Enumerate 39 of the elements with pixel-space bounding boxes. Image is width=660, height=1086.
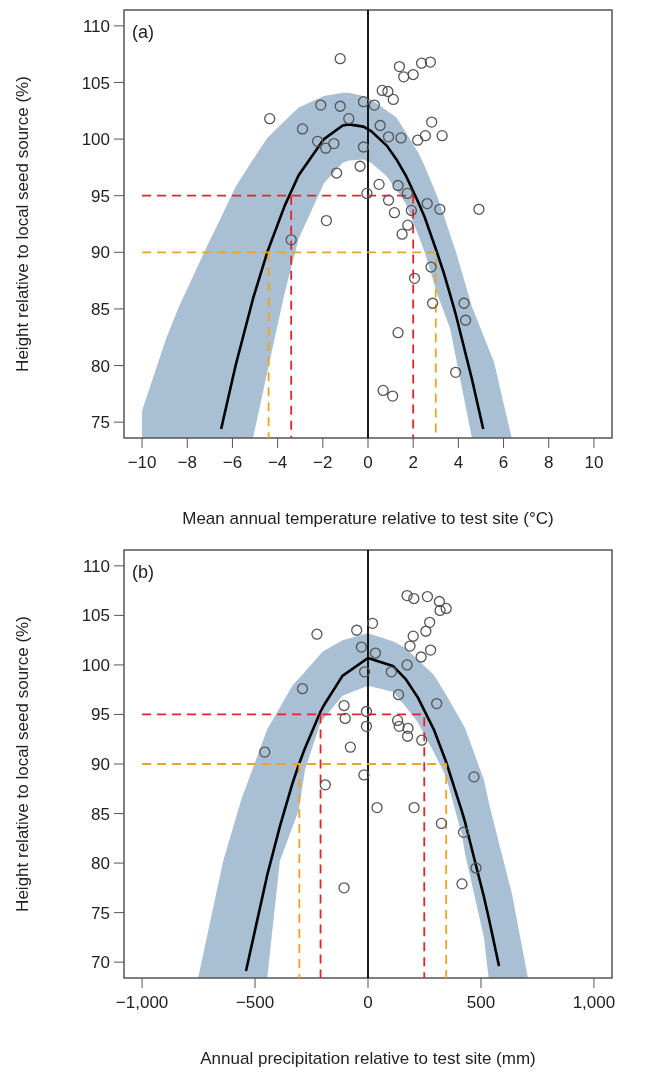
x-tick-label: 0 (363, 993, 373, 1013)
x-axis-title: Mean annual temperature relative to test site (°C) (182, 509, 554, 528)
x-axis-title: Annual precipitation relative to test site (mm) (200, 1049, 536, 1068)
x-tick-label: 500 (466, 993, 496, 1013)
x-tick-label: 1,000 (572, 993, 616, 1013)
y-tick-label: 105 (81, 73, 110, 93)
x-tick-label: 10 (584, 453, 604, 473)
y-tick-label: 85 (91, 804, 110, 824)
x-tick-label: 6 (498, 453, 509, 473)
annotation: (a) (132, 22, 154, 43)
y-tick-label: 90 (91, 755, 110, 775)
x-tick-label: −2 (313, 453, 333, 473)
annotation: (b) (132, 562, 154, 583)
y-tick-label: 100 (81, 130, 110, 150)
x-tick-label: 0 (363, 453, 373, 473)
y-axis-title: Height relative to local seed source (%) (13, 76, 33, 372)
y-tick-label: 95 (91, 186, 110, 206)
x-tick-label: −500 (235, 993, 275, 1013)
y-tick-label: 70 (91, 953, 110, 973)
y-tick-label: 75 (91, 413, 110, 433)
y-tick-label: 90 (91, 243, 110, 263)
y-tick-label: 110 (82, 16, 110, 36)
y-tick-label: 100 (81, 655, 110, 675)
x-tick-label: −10 (127, 453, 157, 473)
y-tick-label: 95 (91, 705, 110, 725)
y-tick-label: 80 (91, 356, 110, 376)
x-tick-label: −8 (177, 453, 197, 473)
y-axis-title: Height relative to local seed source (%) (13, 616, 33, 912)
x-tick-label: −1,000 (115, 993, 169, 1013)
y-tick-label: 105 (81, 606, 110, 626)
y-tick-label: 110 (82, 556, 110, 576)
x-tick-label: 8 (544, 453, 554, 473)
y-tick-label: 85 (91, 299, 110, 319)
x-tick-label: 4 (453, 453, 464, 473)
x-tick-label: −6 (222, 453, 243, 473)
x-tick-label: −4 (267, 453, 288, 473)
y-tick-label: 80 (91, 854, 110, 874)
x-tick-label: 2 (408, 453, 418, 473)
y-tick-label: 75 (91, 903, 110, 923)
